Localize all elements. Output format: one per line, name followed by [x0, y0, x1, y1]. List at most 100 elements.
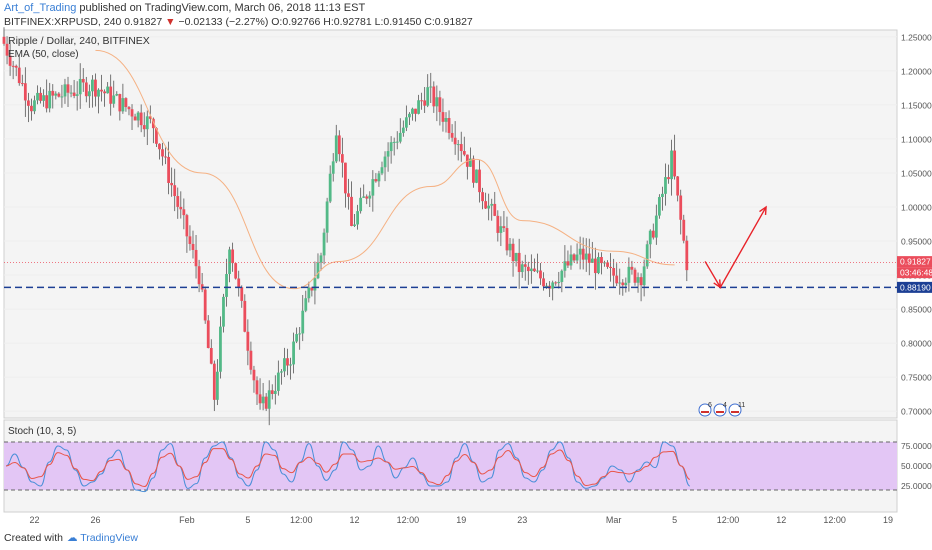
- candle: [136, 112, 140, 121]
- legend-ema: EMA (50, close): [8, 49, 79, 60]
- candle: [87, 91, 91, 97]
- candle: [484, 201, 488, 209]
- candle: [261, 396, 265, 404]
- open-value: 0.92766: [282, 16, 321, 28]
- candle: [505, 228, 509, 251]
- candle: [493, 203, 497, 216]
- candle: [39, 92, 42, 101]
- candle: [112, 95, 116, 104]
- down-arrow-icon: ▼: [165, 16, 176, 28]
- candle: [502, 226, 506, 229]
- candle: [206, 320, 210, 349]
- candle: [365, 196, 369, 199]
- price-tick-1: 1.20000: [901, 66, 932, 76]
- candle: [270, 390, 274, 394]
- projection-arrow[interactable]: [704, 205, 767, 289]
- candle: [292, 341, 295, 365]
- candle: [170, 182, 174, 186]
- candle: [78, 78, 82, 95]
- candle: [340, 154, 344, 163]
- candle: [97, 89, 100, 97]
- candle: [127, 107, 131, 110]
- candle: [667, 177, 670, 180]
- candle: [563, 261, 567, 271]
- candle: [499, 226, 503, 233]
- stoch-band: [4, 442, 897, 490]
- candle: [60, 96, 64, 98]
- candle: [237, 278, 241, 288]
- candle: [45, 95, 49, 109]
- candle: [383, 156, 387, 168]
- gridlines: [4, 36, 897, 412]
- candle: [197, 266, 201, 285]
- candle: [569, 254, 573, 266]
- stoch-axis[interactable]: 75.0000 50.0000 25.0000: [901, 441, 932, 491]
- candle: [228, 249, 231, 275]
- chart-canvas[interactable]: 1.25000 1.20000 1.15000 1.10000 1.05000 1.000…: [0, 0, 932, 532]
- price-tick-8: 0.85000: [901, 305, 932, 315]
- candle: [456, 144, 460, 146]
- candle: [124, 98, 128, 108]
- candle: [356, 211, 359, 225]
- candle: [661, 193, 664, 198]
- arrow-head-up: [759, 205, 767, 216]
- high-value: 0.92781: [333, 16, 372, 28]
- time-axis[interactable]: 22 26 Feb 5 12:00 12 12:00 19 23 Mar 5 12:00 12 12:00…: [29, 515, 893, 525]
- price-tick-3: 1.10000: [901, 134, 932, 144]
- candle: [462, 151, 466, 155]
- price-axis[interactable]: 1.25000 1.20000 1.15000 1.10000 1.05000 1.000…: [901, 32, 932, 416]
- candle: [612, 268, 616, 276]
- low-label: L:: [374, 16, 384, 28]
- candle: [633, 269, 637, 283]
- candle: [472, 158, 475, 183]
- candle: [557, 281, 561, 284]
- candle: [545, 285, 548, 287]
- candle: [529, 268, 533, 272]
- event-markers[interactable]: 6 4 11: [698, 402, 745, 417]
- candle: [487, 205, 491, 209]
- tradingview-logo[interactable]: ☁ TradingView: [66, 532, 138, 544]
- candle: [158, 143, 161, 150]
- candle: [651, 230, 655, 238]
- candle: [249, 350, 253, 370]
- candle: [395, 141, 399, 143]
- price-tick-10: 0.75000: [901, 373, 932, 383]
- candle: [267, 390, 271, 409]
- candle: [26, 100, 30, 106]
- stoch-tick-0: 75.0000: [901, 441, 932, 451]
- candle: [337, 135, 341, 155]
- candle: [301, 310, 305, 334]
- close-label: C:: [424, 16, 435, 28]
- change-value: −0.02133 (−2.27%): [178, 16, 269, 28]
- candle: [572, 254, 576, 261]
- candle: [496, 215, 500, 233]
- candle: [389, 142, 393, 152]
- main-pane[interactable]: [3, 29, 898, 419]
- candle: [533, 268, 536, 272]
- candle: [48, 90, 52, 109]
- candle: [133, 116, 137, 121]
- candle: [417, 100, 420, 114]
- candle: [331, 161, 335, 174]
- candle: [511, 243, 515, 262]
- candle: [161, 149, 164, 157]
- candle: [685, 240, 689, 271]
- candle: [185, 215, 189, 237]
- stoch-d-line: [5, 448, 691, 488]
- candle: [408, 113, 411, 118]
- candle: [581, 248, 585, 260]
- last-value: 0.91827: [124, 16, 163, 28]
- stoch-k-line: [5, 441, 691, 493]
- price-tick-0: 1.25000: [901, 32, 932, 42]
- stoch-tick-1: 50.0000: [901, 461, 932, 471]
- candle: [94, 79, 97, 97]
- candle: [103, 91, 106, 94]
- legend-title: Ripple / Dollar, 240, BITFINEX: [8, 35, 150, 47]
- candle: [179, 206, 183, 210]
- candle: [5, 43, 9, 56]
- candle: [258, 394, 262, 404]
- candle: [536, 270, 539, 272]
- author-link[interactable]: Art_of_Trading: [4, 2, 77, 14]
- candle: [441, 112, 445, 122]
